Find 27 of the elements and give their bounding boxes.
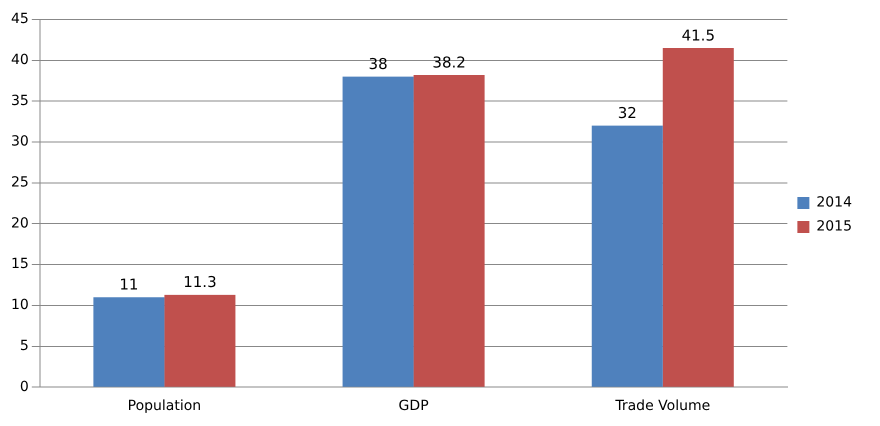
data-label: 38.2 (432, 53, 466, 72)
legend-label: 2014 (816, 194, 852, 211)
data-label: 32 (618, 104, 637, 122)
y-tick-label: 30 (10, 134, 29, 150)
data-label: 41.5 (682, 26, 715, 44)
y-tick-label: 25 (10, 174, 29, 191)
legend-label: 2015 (816, 218, 852, 235)
y-tick-label: 15 (10, 256, 29, 272)
x-tick-label: Trade Volume (614, 398, 710, 414)
y-tick-label: 35 (10, 92, 29, 109)
x-tick-label: Population (128, 398, 202, 414)
data-label: 11.3 (183, 273, 217, 292)
bar (662, 48, 734, 387)
x-tick-label: GDP (398, 398, 429, 414)
bar (414, 74, 485, 387)
data-label: 38 (368, 55, 388, 74)
y-tick-label: 0 (20, 378, 29, 395)
bar (93, 297, 164, 387)
y-tick-label: 5 (20, 338, 29, 354)
y-tick-label: 40 (10, 52, 29, 68)
y-tick-label: 45 (10, 11, 29, 28)
y-tick-label: 10 (10, 297, 29, 314)
bar (342, 76, 414, 387)
data-label: 11 (119, 276, 138, 294)
bar (592, 126, 663, 387)
bar (164, 294, 236, 387)
y-tick-label: 20 (10, 215, 29, 232)
